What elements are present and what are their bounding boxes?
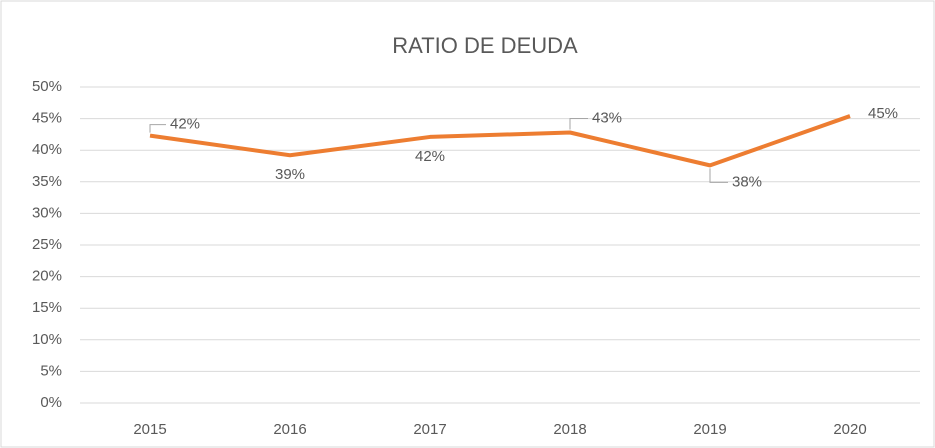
x-tick-label: 2015 xyxy=(133,421,166,438)
x-tick-label: 2016 xyxy=(273,421,306,438)
leader-line xyxy=(569,118,588,130)
y-tick-label: 20% xyxy=(32,268,62,285)
leader-line xyxy=(149,124,166,133)
x-tick-label: 2019 xyxy=(693,421,726,438)
x-tick-label: 2020 xyxy=(833,421,866,438)
x-tick-label: 2018 xyxy=(553,421,586,438)
data-label: 43% xyxy=(592,109,622,126)
line-series xyxy=(149,114,851,168)
data-label: 42% xyxy=(415,148,445,165)
y-tick-label: 35% xyxy=(32,173,62,190)
y-tick-label: 25% xyxy=(32,236,62,253)
y-tick-label: 45% xyxy=(32,110,62,127)
y-tick-label: 15% xyxy=(32,299,62,316)
data-label: 42% xyxy=(170,116,200,133)
y-tick-label: 50% xyxy=(32,78,62,95)
y-tick-label: 0% xyxy=(40,394,62,411)
x-tick-label: 2017 xyxy=(413,421,446,438)
y-tick-label: 40% xyxy=(32,141,62,158)
leader-line xyxy=(709,168,728,183)
y-tick-label: 30% xyxy=(32,204,62,221)
data-label: 45% xyxy=(868,105,898,122)
y-tick-label: 5% xyxy=(40,362,62,379)
chart-title: RATIO DE DEUDA xyxy=(392,33,578,58)
data-label: 39% xyxy=(275,166,305,183)
y-tick-label: 10% xyxy=(32,331,62,348)
data-label: 38% xyxy=(732,173,762,190)
